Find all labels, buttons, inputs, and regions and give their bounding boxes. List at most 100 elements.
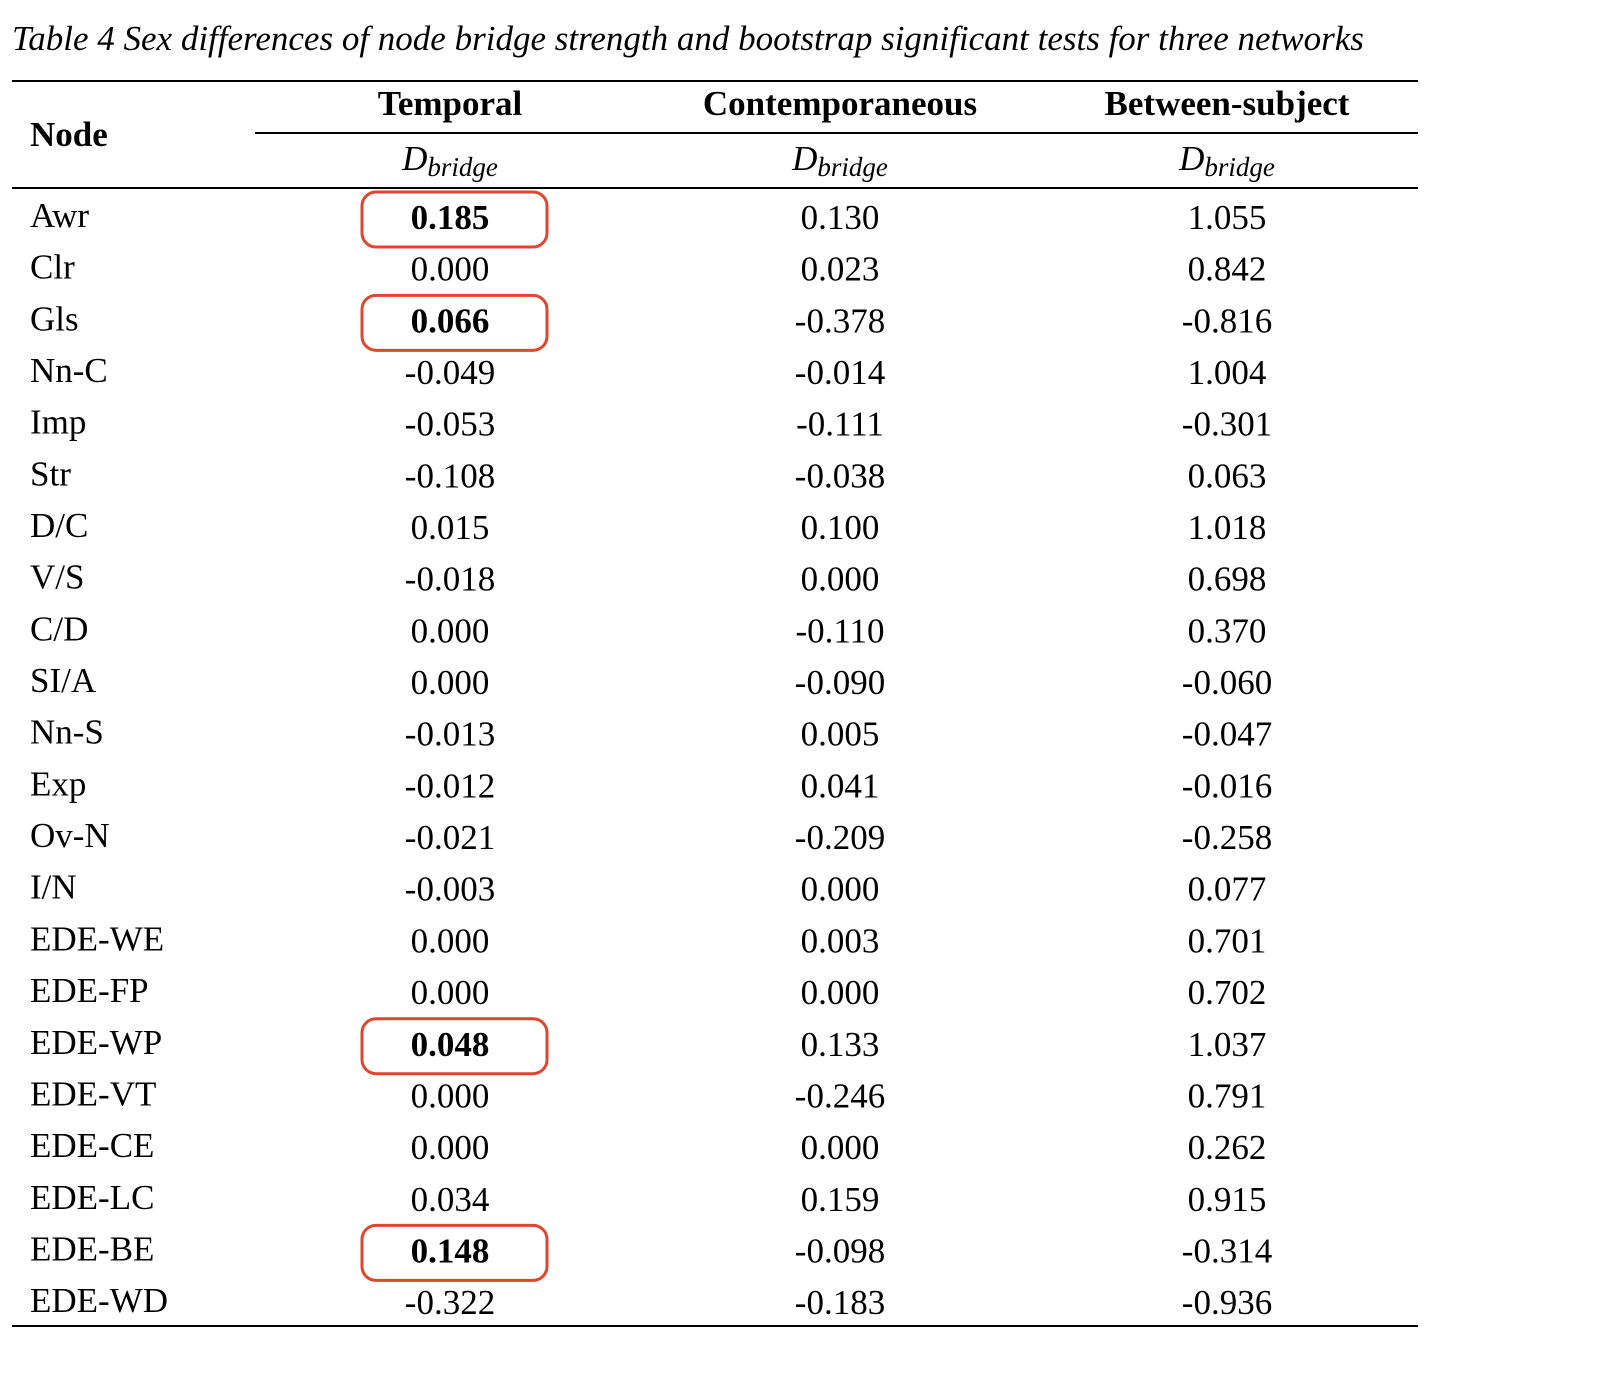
node-label: EDE-VT: [30, 1074, 156, 1113]
cell-value: 0.000: [411, 921, 490, 960]
cell-value: -0.183: [795, 1283, 885, 1322]
cell-value: -0.314: [1182, 1231, 1272, 1270]
cell-value: 0.063: [1188, 456, 1267, 495]
node-label: I/N: [30, 868, 77, 907]
node-label: Imp: [30, 403, 86, 442]
node-label: Nn-C: [30, 351, 108, 390]
measure-symbol: D: [791, 139, 817, 178]
cell-value: -0.090: [795, 663, 885, 702]
cell-value: 0.041: [801, 766, 880, 805]
measure-subscript: bridge: [817, 152, 888, 182]
cell-value: 0.005: [801, 715, 880, 754]
node-header: Node: [30, 115, 108, 154]
cell-value: 0.000: [801, 973, 880, 1012]
measure-symbol: D: [401, 139, 427, 178]
node-label: EDE-FP: [30, 971, 149, 1010]
node-label: EDE-WD: [30, 1281, 168, 1320]
cell-value: 0.000: [801, 560, 880, 599]
cell-value: 0.701: [1188, 921, 1267, 960]
cell-value: 0.077: [1188, 870, 1267, 909]
cell-value: -0.209: [795, 818, 885, 857]
cell-value: 0.791: [1188, 1076, 1267, 1115]
cell-value: 1.055: [1188, 198, 1267, 237]
node-label: V/S: [30, 558, 84, 597]
cell-value: 0.100: [801, 508, 880, 547]
cell-value: -0.816: [1182, 301, 1272, 340]
cell-value: -0.246: [795, 1076, 885, 1115]
cell-value: 0.000: [411, 663, 490, 702]
cell-value: 0.000: [801, 1128, 880, 1167]
cell-value: -0.060: [1182, 663, 1272, 702]
cell-value: -0.016: [1182, 766, 1272, 805]
cell-value: 0.698: [1188, 560, 1267, 599]
cell-value: -0.021: [405, 818, 495, 857]
node-label: Nn-S: [30, 713, 104, 752]
node-label: EDE-WE: [30, 919, 164, 958]
measure-header: Dbridge: [791, 139, 888, 182]
cell-value: 0.159: [801, 1180, 880, 1219]
cell-value: -0.322: [405, 1283, 495, 1322]
cell-value: 0.034: [411, 1180, 490, 1219]
cell-value: 0.048: [411, 1025, 490, 1064]
group-header: Contemporaneous: [703, 84, 977, 123]
cell-value: -0.110: [795, 611, 884, 650]
node-label: Ov-N: [30, 816, 110, 855]
highlight-box: [360, 1223, 549, 1282]
group-header: Temporal: [378, 84, 523, 123]
node-label: D/C: [30, 506, 88, 545]
cell-value: 0.148: [411, 1231, 490, 1270]
cell-value: -0.378: [795, 301, 885, 340]
node-label: Exp: [30, 764, 86, 803]
cell-value: -0.108: [405, 456, 495, 495]
cell-value: -0.936: [1182, 1283, 1272, 1322]
cell-value: 0.015: [411, 508, 490, 547]
node-label: SI/A: [30, 661, 97, 700]
highlight-box: [360, 190, 549, 249]
cell-value: -0.098: [795, 1231, 885, 1270]
cell-value: 0.000: [411, 973, 490, 1012]
cell-value: 0.262: [1188, 1128, 1267, 1167]
cell-value: -0.013: [405, 715, 495, 754]
cell-value: 0.133: [801, 1025, 880, 1064]
cell-value: -0.047: [1182, 715, 1272, 754]
caption: Table 4 Sex differences of node bridge s…: [12, 19, 1364, 58]
cell-value: -0.053: [405, 405, 495, 444]
cell-value: 0.000: [411, 611, 490, 650]
cell-value: -0.049: [405, 353, 495, 392]
measure-header: Dbridge: [1178, 139, 1275, 182]
cell-value: 1.018: [1188, 508, 1267, 547]
measure-subscript: bridge: [1204, 152, 1275, 182]
cell-value: 0.000: [801, 870, 880, 909]
node-label: C/D: [30, 609, 88, 648]
cell-value: 0.023: [801, 250, 880, 289]
node-label: Str: [30, 454, 71, 493]
cell-value: 0.185: [411, 198, 490, 237]
measure-symbol: D: [1178, 139, 1204, 178]
cell-value: 1.004: [1188, 353, 1267, 392]
cell-value: -0.003: [405, 870, 495, 909]
cell-value: 0.842: [1188, 250, 1267, 289]
cell-value: -0.301: [1182, 405, 1272, 444]
group-header: Between-subject: [1105, 84, 1350, 123]
node-label: Awr: [30, 196, 89, 235]
measure-subscript: bridge: [427, 152, 498, 182]
cell-value: 0.702: [1188, 973, 1267, 1012]
measure-header: Dbridge: [401, 139, 498, 182]
node-label: EDE-BE: [30, 1229, 154, 1268]
cell-value: 0.000: [411, 250, 490, 289]
node-label: EDE-WP: [30, 1023, 162, 1062]
node-label: EDE-CE: [30, 1126, 154, 1165]
cell-value: -0.038: [795, 456, 885, 495]
cell-value: 0.003: [801, 921, 880, 960]
cell-value: 0.370: [1188, 611, 1267, 650]
cell-value: -0.012: [405, 766, 495, 805]
cell-value: -0.018: [405, 560, 495, 599]
cell-value: 1.037: [1188, 1025, 1267, 1064]
cell-value: -0.014: [795, 353, 885, 392]
cell-value: 0.915: [1188, 1180, 1267, 1219]
cell-value: 0.000: [411, 1128, 490, 1167]
cell-value: 0.130: [801, 198, 880, 237]
cell-value: 0.000: [411, 1076, 490, 1115]
